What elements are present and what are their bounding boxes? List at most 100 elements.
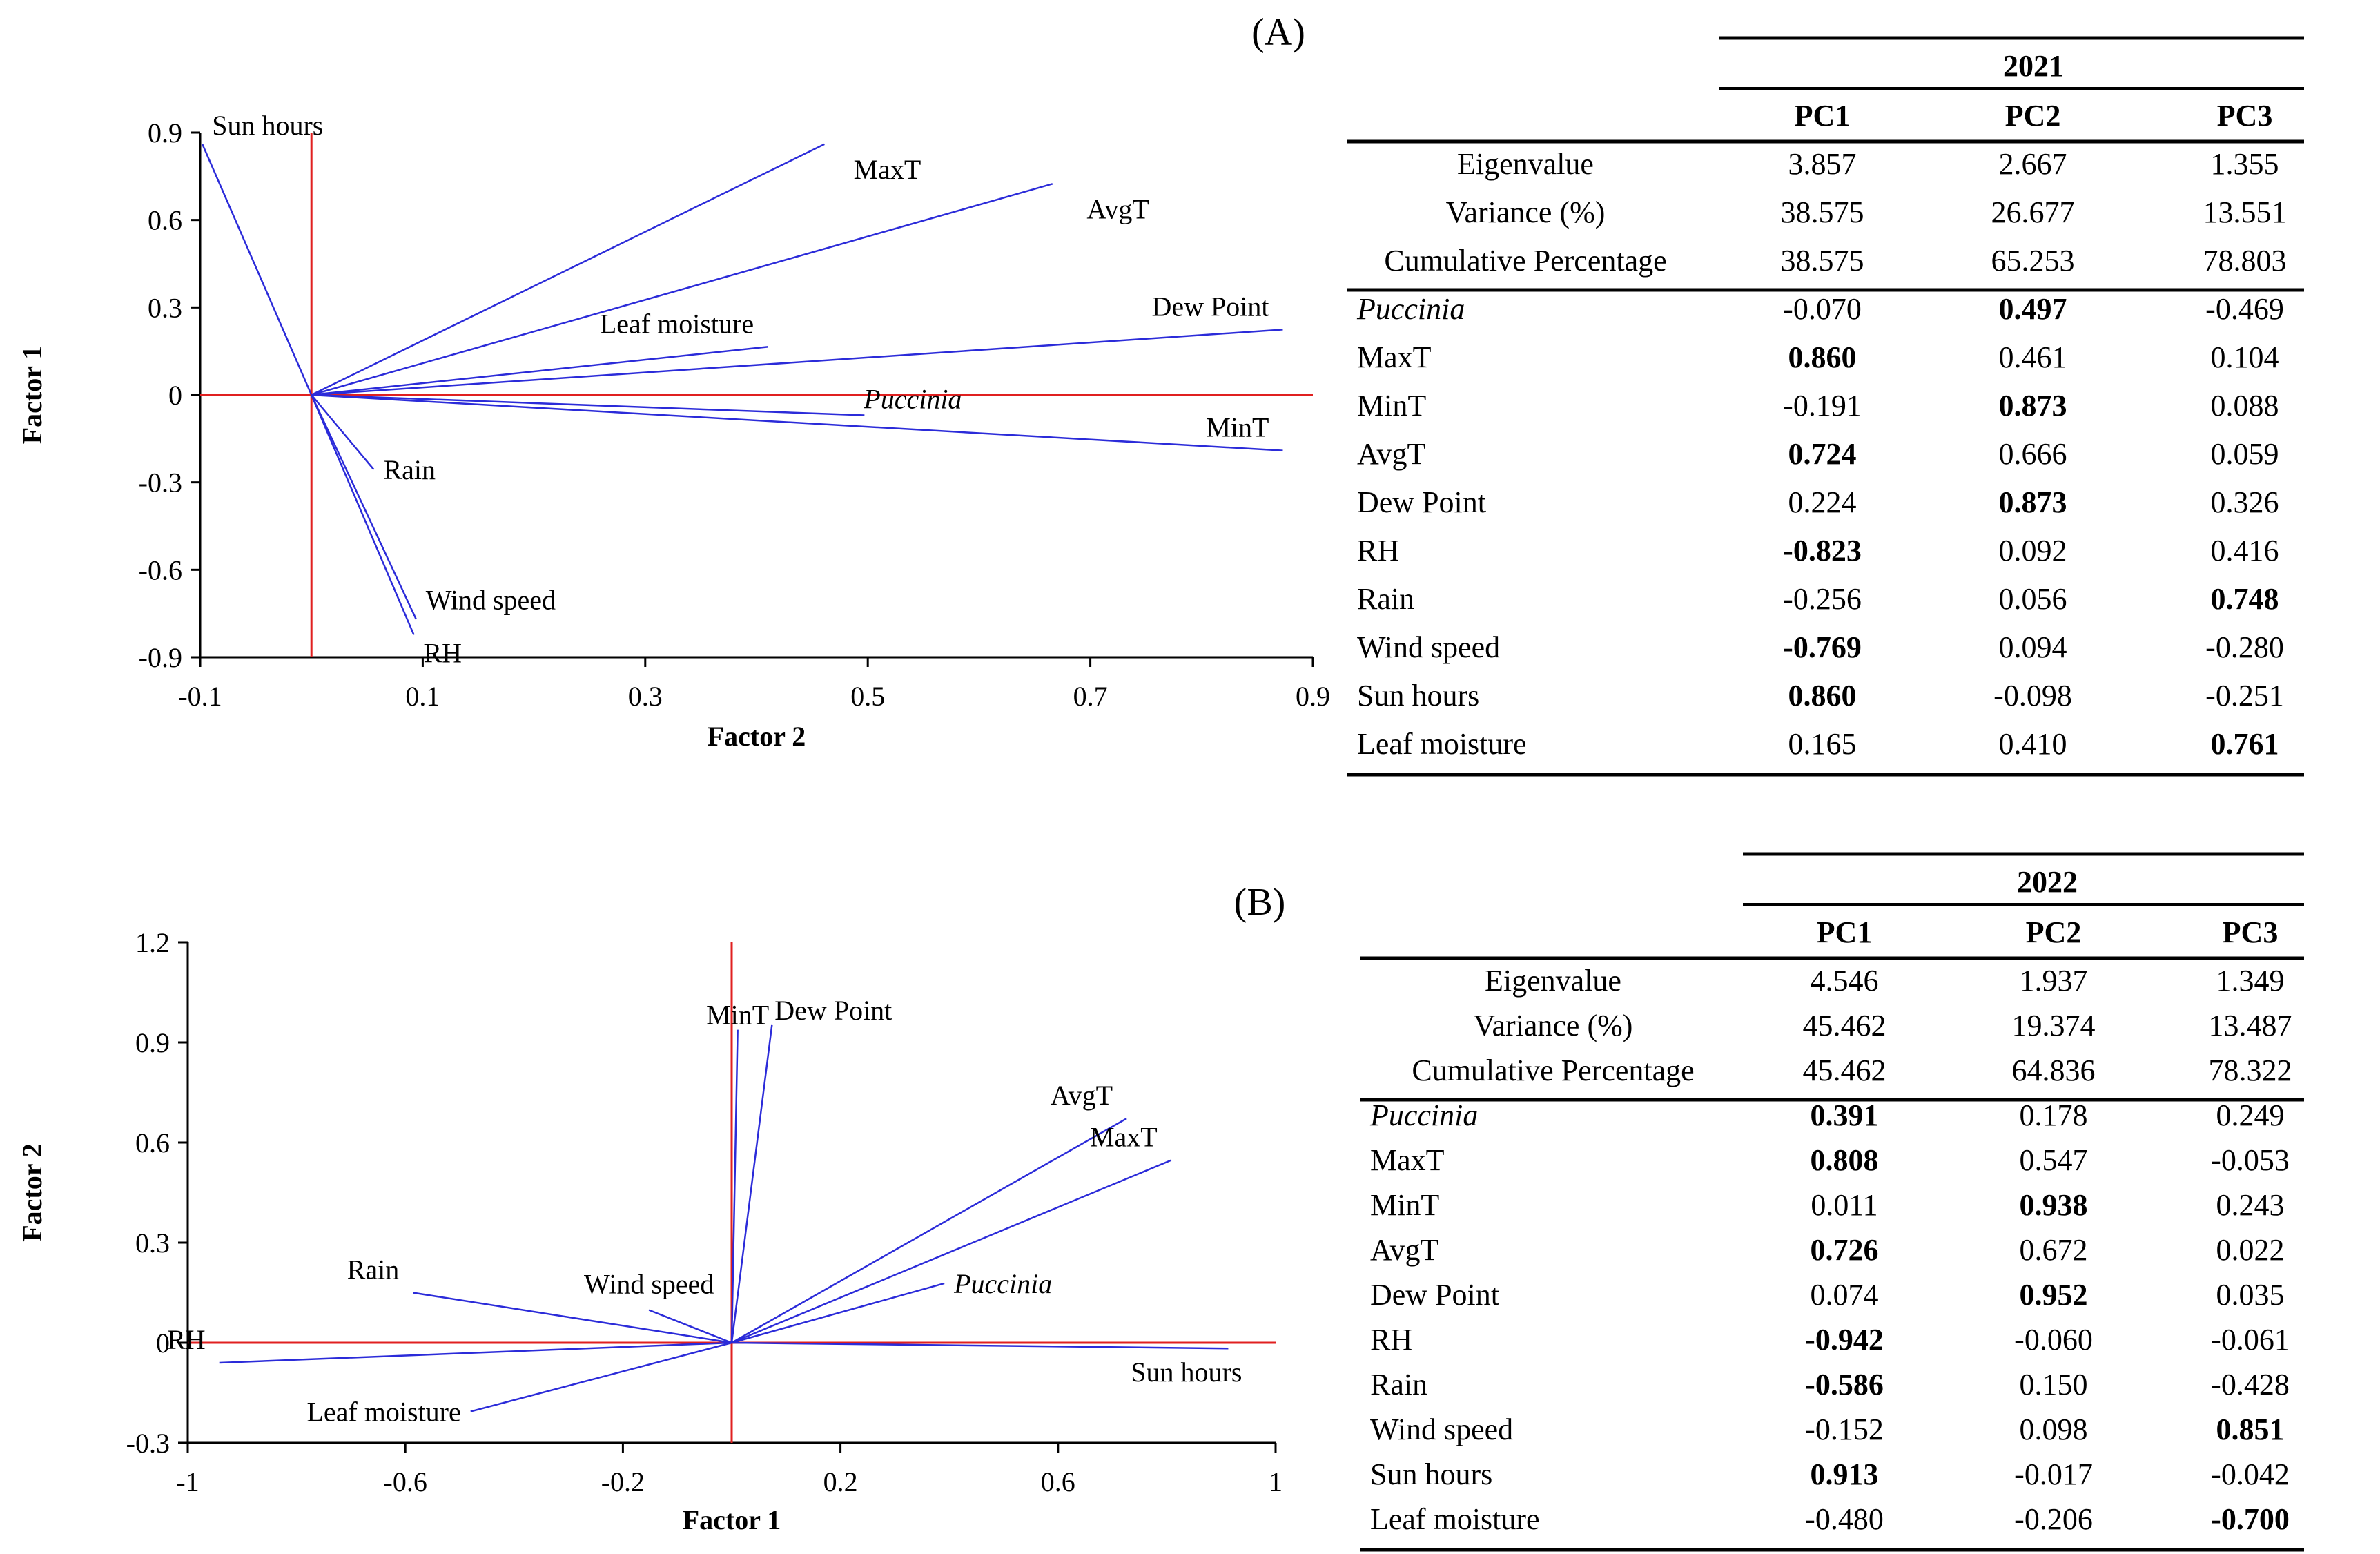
y-axis-title: Factor 1 bbox=[17, 346, 48, 445]
panel-label: (B) bbox=[1234, 881, 1286, 924]
x-tick-label: 0.2 bbox=[823, 1466, 858, 1497]
y-tick-label: -0.9 bbox=[139, 642, 182, 673]
loading-cell: 0.035 bbox=[2216, 1278, 2285, 1312]
summary-cell: 65.253 bbox=[1991, 244, 2075, 278]
y-tick-label: 0.6 bbox=[148, 205, 182, 236]
loading-cell: 0.326 bbox=[2211, 485, 2279, 519]
loading-cell: 0.011 bbox=[1811, 1188, 1877, 1222]
column-header: PC3 bbox=[2217, 99, 2273, 133]
x-axis-title: Factor 1 bbox=[683, 1504, 781, 1535]
loading-vector bbox=[311, 394, 417, 620]
y-tick-label: 1.2 bbox=[135, 927, 170, 958]
loading-cell: -0.700 bbox=[2211, 1502, 2290, 1536]
loading-row-label: MinT bbox=[1357, 389, 1426, 423]
loading-vector bbox=[311, 394, 865, 416]
loading-cell: 0.547 bbox=[2020, 1143, 2088, 1177]
loading-cell: 0.461 bbox=[1999, 340, 2067, 374]
loading-cell: -0.152 bbox=[1805, 1412, 1884, 1446]
summary-cell: 19.374 bbox=[2012, 1009, 2096, 1042]
loading-cell: -0.480 bbox=[1805, 1502, 1884, 1536]
loading-row-label: Sun hours bbox=[1370, 1457, 1492, 1491]
y-tick-label: 0.3 bbox=[148, 292, 182, 323]
loading-cell: -0.061 bbox=[2211, 1323, 2290, 1357]
loading-cell: -0.251 bbox=[2205, 679, 2284, 712]
loading-cell: -0.256 bbox=[1783, 582, 1862, 616]
loading-cell: -0.070 bbox=[1783, 292, 1862, 326]
x-tick-label: -1 bbox=[176, 1466, 199, 1497]
x-tick-label: 0.3 bbox=[628, 681, 663, 712]
x-tick-label: -0.1 bbox=[178, 681, 222, 712]
loading-cell: 0.666 bbox=[1999, 437, 2067, 471]
summary-row-label: Variance (%) bbox=[1474, 1009, 1633, 1042]
loading-cell: -0.469 bbox=[2205, 292, 2284, 326]
summary-cell: 1.937 bbox=[2020, 964, 2088, 998]
loading-cell: -0.769 bbox=[1783, 630, 1862, 664]
vector-label: AvgT bbox=[1051, 1080, 1113, 1111]
loading-row-label: Rain bbox=[1357, 582, 1414, 616]
summary-row-label: Eigenvalue bbox=[1485, 964, 1621, 998]
vector-label: Leaf moisture bbox=[600, 308, 754, 339]
x-tick-label: 0.7 bbox=[1073, 681, 1108, 712]
loading-vector bbox=[311, 394, 375, 470]
loading-vector bbox=[311, 346, 768, 396]
summary-cell: 2.667 bbox=[1999, 147, 2067, 181]
loading-cell: 0.952 bbox=[2020, 1278, 2088, 1312]
loading-cell: 0.410 bbox=[1999, 727, 2067, 761]
vector-label: Rain bbox=[383, 454, 436, 485]
loading-cell: 0.391 bbox=[1811, 1098, 1879, 1132]
summary-cell: 38.575 bbox=[1781, 195, 1864, 229]
summary-row-label: Cumulative Percentage bbox=[1412, 1053, 1694, 1087]
vector-label: Leaf moisture bbox=[307, 1397, 461, 1428]
loading-row-label: AvgT bbox=[1370, 1233, 1439, 1267]
loading-vector bbox=[730, 1029, 739, 1343]
loading-cell: 0.165 bbox=[1788, 727, 1857, 761]
y-tick-label: 0.9 bbox=[148, 117, 182, 148]
loading-cell: 0.672 bbox=[2020, 1233, 2088, 1267]
loading-cell: 0.094 bbox=[1999, 630, 2067, 664]
vector-label: MinT bbox=[1206, 412, 1269, 443]
y-tick-label: 0 bbox=[156, 1328, 170, 1359]
y-tick-label: 0.9 bbox=[135, 1027, 170, 1058]
loading-cell: 0.724 bbox=[1788, 437, 1857, 471]
loading-cell: 0.873 bbox=[1999, 389, 2067, 423]
loading-cell: 0.873 bbox=[1999, 485, 2067, 519]
loading-vector bbox=[731, 1341, 1229, 1350]
summary-cell: 78.803 bbox=[2203, 244, 2287, 278]
loading-vector bbox=[311, 394, 1283, 451]
loading-vector bbox=[470, 1341, 732, 1412]
summary-row-label: Cumulative Percentage bbox=[1384, 244, 1666, 278]
loading-cell: -0.060 bbox=[2014, 1323, 2093, 1357]
panel-label: (A) bbox=[1251, 11, 1305, 54]
summary-cell: 26.677 bbox=[1991, 195, 2075, 229]
column-header: PC3 bbox=[2223, 915, 2279, 949]
loading-cell: -0.942 bbox=[1805, 1323, 1884, 1357]
loading-vector bbox=[730, 1024, 773, 1343]
loading-cell: -0.206 bbox=[2014, 1502, 2093, 1536]
summary-cell: 45.462 bbox=[1803, 1053, 1886, 1087]
loading-cell: 0.938 bbox=[2020, 1188, 2088, 1222]
summary-cell: 64.836 bbox=[2012, 1053, 2096, 1087]
loading-cell: 0.497 bbox=[1999, 292, 2067, 326]
loading-cell: 0.808 bbox=[1811, 1143, 1879, 1177]
x-tick-label: -0.6 bbox=[384, 1466, 427, 1497]
loading-cell: -0.098 bbox=[1993, 679, 2072, 712]
loading-row-label: RH bbox=[1357, 534, 1399, 567]
loading-row-label: MinT bbox=[1370, 1188, 1439, 1222]
loading-row-label: Dew Point bbox=[1357, 485, 1486, 519]
column-header: PC1 bbox=[1817, 915, 1873, 949]
vector-label: Dew Point bbox=[774, 995, 892, 1026]
loading-cell: 0.092 bbox=[1999, 534, 2067, 567]
loading-cell: 0.761 bbox=[2211, 727, 2279, 761]
loading-cell: -0.586 bbox=[1805, 1368, 1884, 1401]
loading-cell: 0.104 bbox=[2211, 340, 2279, 374]
vector-label: MaxT bbox=[854, 154, 921, 185]
table-year: 2021 bbox=[2003, 49, 2064, 83]
loading-row-label: Leaf moisture bbox=[1370, 1502, 1540, 1536]
loading-cell: 0.243 bbox=[2216, 1188, 2285, 1222]
loading-row-label: Puccinia bbox=[1369, 1098, 1478, 1132]
vector-label: RH bbox=[424, 637, 462, 668]
loading-cell: -0.017 bbox=[2014, 1457, 2093, 1491]
loading-vector bbox=[731, 1282, 945, 1344]
loading-cell: 0.224 bbox=[1788, 485, 1857, 519]
x-tick-label: 1 bbox=[1269, 1466, 1282, 1497]
